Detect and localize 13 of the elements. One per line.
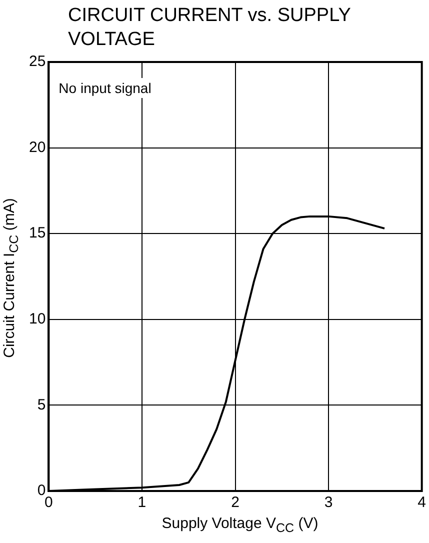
y-tick-label: 25 xyxy=(28,53,46,70)
x-tick-label: 1 xyxy=(138,494,146,512)
y-tick-label: 0 xyxy=(37,482,46,500)
y-tick-label: 15 xyxy=(28,224,46,242)
y-tick-label: 20 xyxy=(28,138,46,156)
x-axis-title: Supply Voltage V$_{CC}$ (V) xyxy=(160,515,320,535)
annotation: No input signal xyxy=(58,80,152,96)
x-tick-label: 4 xyxy=(418,494,426,512)
chart-title: CIRCUIT CURRENT vs. SUPPLY VOLTAGE xyxy=(68,4,352,52)
x-tick-label: 3 xyxy=(324,494,333,512)
y-tick-label: 5 xyxy=(37,396,46,414)
y-tick-label: 10 xyxy=(28,310,46,328)
x-tick-label: 2 xyxy=(231,494,240,512)
